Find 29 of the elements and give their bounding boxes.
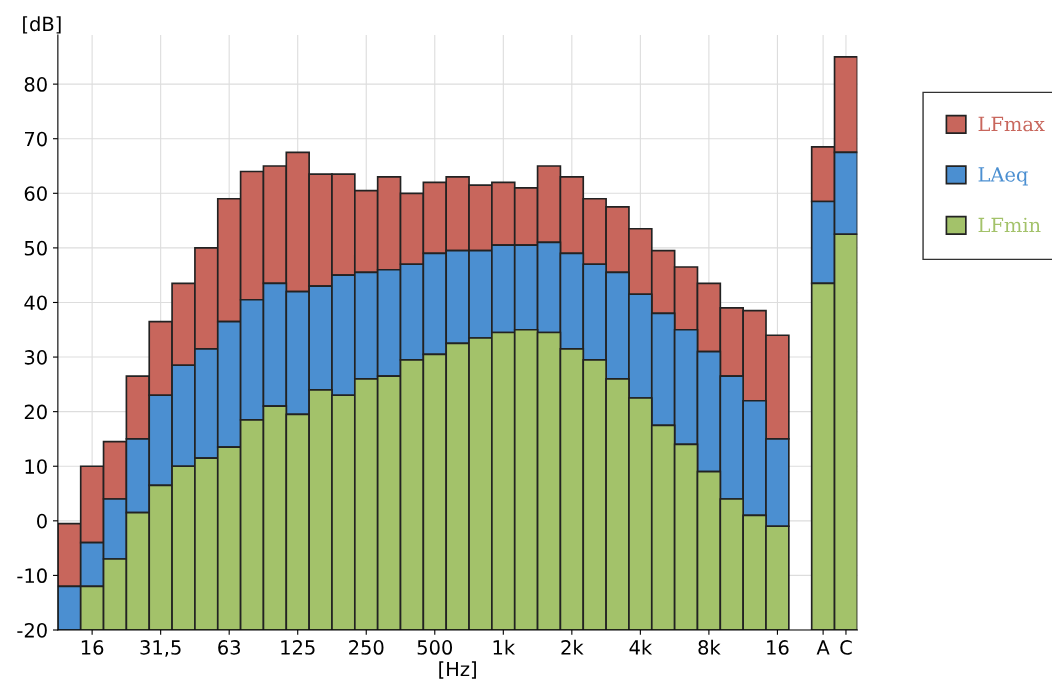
x-tick-label: 8k bbox=[698, 639, 721, 655]
legend-label: LAeq bbox=[978, 167, 1028, 186]
x-tick-label: 500 bbox=[417, 640, 453, 655]
x-tick-label: 250 bbox=[349, 640, 384, 655]
y-tick-label: 80 bbox=[24, 77, 47, 92]
x-tick-label: 63 bbox=[218, 640, 240, 655]
x-tick-label: C bbox=[840, 640, 852, 655]
x-tick-label: 31,5 bbox=[140, 640, 181, 657]
y-tick-label: 20 bbox=[24, 404, 47, 420]
legend-label: LFmax bbox=[978, 116, 1045, 132]
x-tick-label: 1k bbox=[493, 639, 516, 655]
y-tick-label: 30 bbox=[24, 350, 47, 365]
x-tick-label: 2k bbox=[561, 639, 584, 655]
x-tick-label: 16 bbox=[767, 640, 789, 655]
x-tick-label: A bbox=[816, 640, 830, 655]
x-tick-label: 125 bbox=[281, 640, 315, 655]
x-tick-label: 16 bbox=[81, 640, 104, 655]
y-tick-label: 60 bbox=[24, 186, 47, 201]
y-tick-label: 40 bbox=[24, 295, 47, 311]
y-tick-label: 70 bbox=[24, 131, 47, 147]
y-tick-label: -10 bbox=[17, 568, 47, 584]
legend-label: LFmin bbox=[978, 217, 1041, 233]
y-tick-label: -20 bbox=[17, 622, 47, 638]
x-axis-title: [Hz] bbox=[439, 661, 476, 679]
y-tick-label: 0 bbox=[37, 513, 47, 529]
y-tick-label: 10 bbox=[25, 459, 47, 474]
y-tick-label: 50 bbox=[24, 240, 47, 256]
x-tick-label: 4k bbox=[629, 639, 653, 655]
y-axis-title: [dB] bbox=[23, 16, 61, 34]
